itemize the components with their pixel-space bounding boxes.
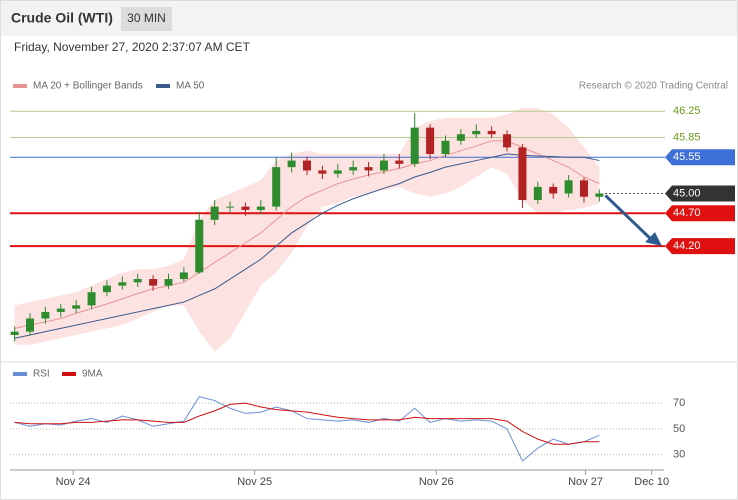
candle-body [549, 186, 558, 194]
candle-body [518, 147, 527, 201]
level-box [665, 238, 735, 255]
candle-body [503, 134, 512, 148]
candle-body [472, 130, 481, 135]
candle-body [195, 219, 204, 273]
legend-swatch [13, 372, 27, 376]
candle-body [426, 127, 435, 154]
candle-body [149, 279, 158, 286]
level-label: 44.20 [673, 240, 701, 252]
legend-swatch [156, 84, 170, 88]
forecast-arrowhead [645, 232, 662, 247]
candle-body [26, 318, 35, 332]
candle-body [56, 308, 65, 312]
candle-body [102, 285, 111, 293]
legend-label: MA 20 + Bollinger Bands [33, 81, 143, 92]
candle-body [487, 130, 496, 135]
x-tick-label: Nov 24 [56, 476, 91, 488]
candle-body [118, 282, 127, 286]
y-tick-label: 30 [673, 448, 685, 460]
candle-body [533, 186, 542, 201]
candle-body [595, 193, 604, 197]
level-label: 45.55 [673, 151, 701, 163]
legend-swatch [62, 372, 76, 376]
candle-body [395, 160, 404, 164]
level-box [665, 149, 735, 166]
candle-body [579, 180, 588, 197]
candle-body [226, 206, 235, 208]
candle-body [318, 170, 327, 174]
candle-body [364, 167, 373, 171]
candle-body [41, 311, 50, 319]
x-tick-label: Dec 10 [634, 476, 669, 488]
level-label: 46.25 [673, 105, 701, 117]
timeframe: 30 MIN [127, 11, 166, 25]
level-label: 45.85 [673, 131, 701, 143]
candle-body [349, 167, 358, 171]
level-label: 45.00 [673, 187, 701, 199]
subtitle: Friday, November 27, 2020 2:37:07 AM CET [14, 40, 251, 54]
candle-body [302, 160, 311, 171]
candle-body [179, 272, 188, 280]
level-box [665, 205, 735, 222]
candle-body [133, 279, 142, 283]
candle-body [379, 160, 388, 171]
candle-body [210, 206, 219, 220]
candle-body [164, 279, 173, 286]
attribution: Research © 2020 Trading Central [579, 81, 728, 92]
ma-line [14, 140, 600, 329]
candle-body [10, 331, 19, 335]
candle-body [456, 134, 465, 141]
candle-body [87, 292, 96, 306]
legend-label: RSI [33, 369, 50, 380]
candle-body [410, 127, 419, 164]
forecast-arrow [604, 194, 654, 242]
y-tick-label: 70 [673, 397, 685, 409]
level-label: 44.70 [673, 207, 701, 219]
candle-body [272, 167, 281, 207]
legend-label: MA 50 [176, 81, 205, 92]
x-tick-label: Nov 26 [419, 476, 454, 488]
ma-line [14, 153, 600, 339]
candle-body [564, 180, 573, 194]
x-tick-label: Nov 27 [568, 476, 603, 488]
candle-body [256, 206, 265, 210]
candle-body [72, 305, 81, 309]
level-box [665, 185, 735, 202]
rsi-line [14, 402, 600, 445]
candle-body [441, 140, 450, 154]
bollinger-band [14, 107, 600, 352]
candle-body [287, 160, 296, 168]
legend-swatch [13, 84, 27, 88]
y-tick-label: 50 [673, 423, 685, 435]
timeframe-badge [121, 7, 172, 31]
chart-title: Crude Oil (WTI) [11, 10, 113, 26]
legend-label: 9MA [82, 369, 103, 380]
x-tick-label: Nov 25 [237, 476, 272, 488]
candle-body [241, 206, 250, 210]
candle-body [333, 170, 342, 174]
